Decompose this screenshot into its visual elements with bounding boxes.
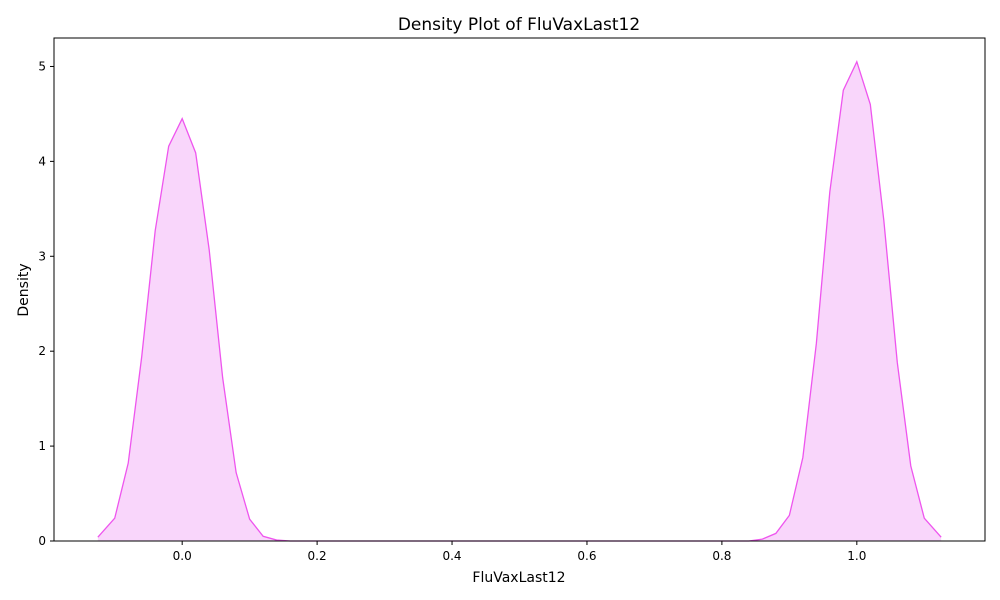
y-tick-label: 5 bbox=[38, 59, 46, 73]
x-axis: 0.0 0.2 0.4 0.6 0.8 1.0 bbox=[173, 541, 866, 563]
plot-area bbox=[97, 59, 942, 542]
y-axis: 0 1 2 3 4 5 bbox=[38, 59, 54, 548]
x-tick-label: 1.0 bbox=[847, 549, 866, 563]
x-axis-label: FluVaxLast12 bbox=[472, 570, 565, 586]
y-tick-label: 1 bbox=[38, 439, 46, 453]
chart-title: Density Plot of FluVaxLast12 bbox=[398, 15, 640, 35]
x-tick-label: 0.0 bbox=[173, 549, 192, 563]
x-tick-label: 0.8 bbox=[712, 549, 731, 563]
plot-frame bbox=[53, 37, 986, 542]
y-tick-label: 3 bbox=[38, 249, 46, 263]
density-area-0 bbox=[97, 61, 942, 541]
x-tick-label: 0.6 bbox=[577, 549, 596, 563]
x-tick-label: 0.2 bbox=[308, 549, 327, 563]
x-tick-label: 0.4 bbox=[442, 549, 461, 563]
y-tick-label: 4 bbox=[38, 154, 46, 168]
y-axis-label: Density bbox=[16, 263, 32, 316]
y-tick-label: 2 bbox=[38, 344, 46, 358]
y-tick-label: 0 bbox=[38, 534, 46, 548]
